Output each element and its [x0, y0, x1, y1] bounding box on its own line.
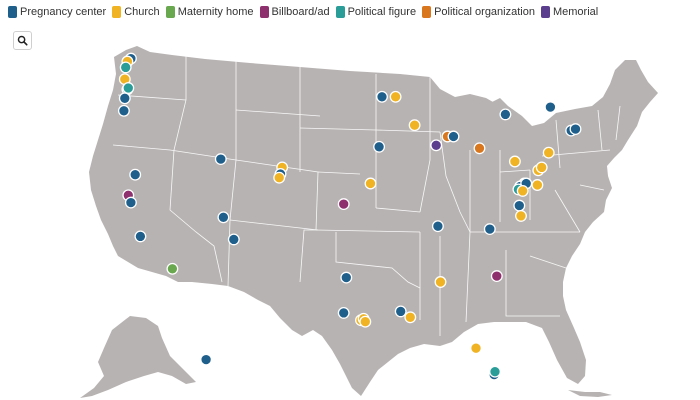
incident-marker[interactable] [434, 276, 447, 288]
incident-marker[interactable] [337, 198, 350, 211]
legend-swatch [8, 6, 17, 18]
incident-marker[interactable] [516, 184, 529, 197]
incident-marker[interactable] [134, 230, 147, 243]
legend-label: Memorial [552, 6, 599, 18]
legend-item: Church [112, 6, 160, 18]
incident-marker[interactable] [430, 139, 443, 152]
legend-label: Billboard/ad [271, 6, 330, 18]
incident-marker[interactable] [404, 311, 417, 324]
incident-marker[interactable] [542, 146, 555, 159]
incident-marker[interactable] [483, 223, 496, 236]
legend-label: Pregnancy center [20, 6, 107, 18]
legend-swatch [335, 6, 345, 18]
incident-marker[interactable] [408, 119, 421, 132]
incident-marker[interactable] [337, 306, 350, 319]
legend-swatch [165, 6, 175, 18]
incident-marker[interactable] [515, 209, 527, 222]
incident-marker[interactable] [119, 61, 132, 74]
incident-marker[interactable] [217, 211, 230, 224]
search-button[interactable] [13, 31, 32, 50]
florida-keys [568, 390, 612, 397]
lower48-landmass [89, 46, 658, 396]
incident-marker[interactable] [394, 305, 407, 318]
us-land [80, 46, 658, 398]
legend-label: Maternity home [177, 6, 254, 18]
legend-item: Political figure [335, 6, 417, 18]
incident-marker[interactable] [473, 142, 486, 155]
legend-label: Political figure [347, 6, 417, 18]
incident-marker[interactable] [431, 220, 444, 233]
incident-marker[interactable] [122, 82, 135, 94]
alaska-landmass [80, 316, 196, 398]
incident-marker[interactable] [118, 92, 131, 105]
legend-item: Billboard/ad [259, 6, 330, 18]
legend-item: Pregnancy center [8, 6, 106, 18]
incident-marker[interactable] [117, 104, 130, 117]
incident-marker[interactable] [513, 199, 526, 212]
incident-marker[interactable] [200, 353, 213, 366]
incident-marker[interactable] [166, 262, 179, 275]
incident-marker[interactable] [340, 271, 353, 284]
incident-marker[interactable] [544, 101, 557, 114]
legend-swatch [422, 6, 432, 18]
legend-item: Memorial [540, 6, 599, 18]
legend-swatch [112, 6, 122, 18]
legend-label: Political organization [434, 6, 535, 18]
legend-item: Political organization [422, 6, 535, 18]
incident-markers[interactable] [117, 52, 582, 381]
incident-marker[interactable] [531, 179, 544, 191]
incident-marker[interactable] [489, 365, 501, 378]
incident-marker[interactable] [508, 155, 521, 168]
legend-item: Maternity home [165, 6, 254, 18]
search-icon [17, 35, 28, 46]
legend-label: Church [124, 6, 160, 18]
incident-marker[interactable] [535, 161, 548, 174]
incident-marker[interactable] [447, 130, 460, 143]
legend-swatch [540, 6, 550, 18]
legend-swatch [259, 6, 269, 18]
incident-marker[interactable] [227, 233, 240, 246]
incident-marker[interactable] [359, 315, 372, 328]
incident-marker[interactable] [364, 177, 377, 190]
incident-marker[interactable] [569, 123, 582, 136]
incident-marker[interactable] [124, 196, 137, 209]
incident-marker[interactable] [129, 168, 142, 181]
incident-marker[interactable] [273, 171, 286, 184]
incident-marker[interactable] [490, 270, 503, 283]
incident-marker[interactable] [389, 90, 402, 103]
incident-marker[interactable] [470, 342, 482, 355]
incident-marker[interactable] [376, 90, 388, 103]
map-legend: Pregnancy center Church Maternity home Bill… [8, 4, 604, 20]
incident-marker[interactable] [499, 108, 512, 121]
michigan-peninsula [455, 94, 512, 160]
incident-marker[interactable] [214, 153, 227, 166]
incident-marker[interactable] [373, 140, 386, 153]
